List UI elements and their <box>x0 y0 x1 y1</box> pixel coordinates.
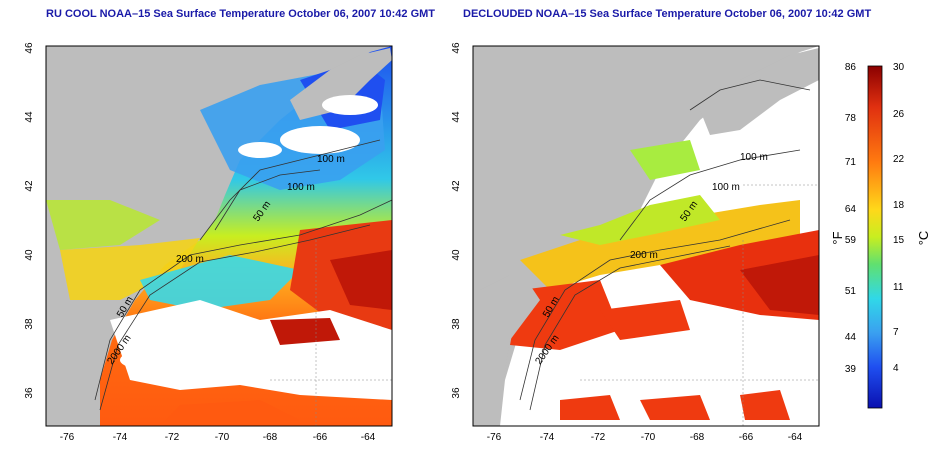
colorbar: 86 78 71 64 59 51 44 39 30 26 22 18 15 1… <box>830 62 931 409</box>
c-tick: 7 <box>893 327 899 338</box>
celsius-scale: 30 26 22 18 15 11 7 4 <box>893 62 905 374</box>
c-tick: 18 <box>893 200 905 211</box>
right-map-title: DECLOUDED NOAA–15 Sea Surface Temperatur… <box>463 8 872 20</box>
lat-tick: 38 <box>451 318 462 330</box>
lon-tick: -74 <box>540 432 555 443</box>
bathymetry-contours <box>94 139 392 411</box>
lon-tick: -72 <box>591 432 606 443</box>
lon-tick: -68 <box>263 432 278 443</box>
bathymetry-contours <box>519 79 811 411</box>
left-lon-axis: -76 -74 -72 -70 -68 -66 -64 <box>60 432 376 443</box>
f-tick: 78 <box>845 113 857 124</box>
lat-tick: 40 <box>451 249 462 261</box>
lon-tick: -72 <box>165 432 180 443</box>
f-tick: 44 <box>845 332 857 343</box>
f-tick: 86 <box>845 62 857 73</box>
lat-tick: 44 <box>24 111 35 123</box>
lon-tick: -66 <box>739 432 754 443</box>
left-map-frame <box>45 45 393 427</box>
lon-tick: -66 <box>313 432 328 443</box>
contour-label: 100 m <box>712 182 740 193</box>
left-map-title: RU COOL NOAA–15 Sea Surface Temperature … <box>46 8 436 20</box>
contour-label: 100 m <box>287 182 315 193</box>
lon-tick: -70 <box>215 432 230 443</box>
lon-tick: -68 <box>690 432 705 443</box>
left-map <box>46 46 392 426</box>
f-tick: 39 <box>845 364 857 375</box>
lat-tick: 46 <box>24 42 35 54</box>
left-lat-axis: 46 44 42 40 38 36 <box>24 42 35 399</box>
lon-tick: -74 <box>113 432 128 443</box>
celsius-unit: °C <box>916 231 931 246</box>
c-tick: 4 <box>893 363 899 374</box>
lat-tick: 40 <box>24 249 35 261</box>
contour-label: 100 m <box>317 154 345 165</box>
lon-tick: -76 <box>60 432 75 443</box>
lat-tick: 46 <box>451 42 462 54</box>
lon-tick: -64 <box>788 432 803 443</box>
colorbar-gradient <box>867 65 883 409</box>
contour-label: 200 m <box>176 254 204 265</box>
f-tick: 51 <box>845 286 857 297</box>
c-tick: 22 <box>893 154 905 165</box>
fahrenheit-scale: 86 78 71 64 59 51 44 39 <box>845 62 857 375</box>
f-tick: 64 <box>845 204 857 215</box>
lat-tick: 44 <box>451 111 462 123</box>
right-lon-axis: -76 -74 -72 -70 -68 -66 -64 <box>487 432 803 443</box>
c-tick: 26 <box>893 109 905 120</box>
lat-tick: 38 <box>24 318 35 330</box>
contour-label: 200 m <box>630 250 658 261</box>
lat-tick: 42 <box>451 180 462 192</box>
lat-tick: 42 <box>24 180 35 192</box>
right-map <box>473 46 819 426</box>
lon-tick: -76 <box>487 432 502 443</box>
f-tick: 71 <box>845 157 857 168</box>
lon-tick: -64 <box>361 432 376 443</box>
c-tick: 11 <box>893 282 904 293</box>
lon-tick: -70 <box>641 432 656 443</box>
c-tick: 30 <box>893 62 905 73</box>
lat-tick: 36 <box>451 387 462 399</box>
right-map-frame <box>472 45 820 427</box>
lat-lon-grid <box>270 240 392 426</box>
f-tick: 59 <box>845 235 857 246</box>
right-lat-axis: 46 44 42 40 38 36 <box>451 42 462 399</box>
lat-tick: 36 <box>24 387 35 399</box>
contour-label: 100 m <box>740 152 768 163</box>
fahrenheit-unit: °F <box>830 231 845 244</box>
c-tick: 15 <box>893 235 905 246</box>
